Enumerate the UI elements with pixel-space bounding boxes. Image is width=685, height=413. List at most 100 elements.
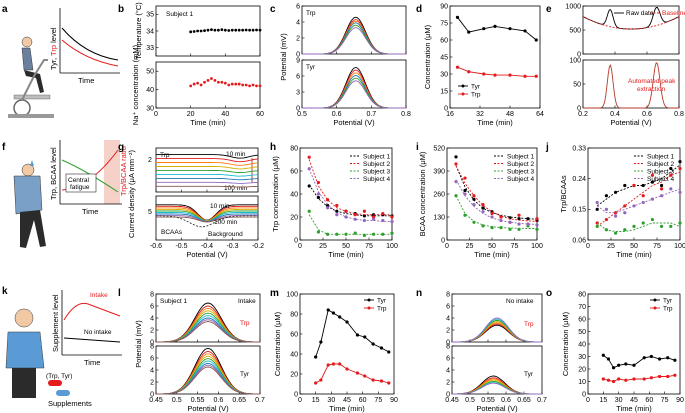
legend-label-subject-1: Subject 1 bbox=[363, 153, 390, 160]
point-subject-2 bbox=[632, 183, 636, 188]
sodium-point bbox=[241, 83, 245, 87]
pill-red-icon bbox=[48, 380, 62, 386]
trp-voltammogram-curve bbox=[302, 24, 406, 55]
illustration-f-ylabel-level: Trp, BCAA level bbox=[49, 147, 58, 200]
trp-point bbox=[534, 74, 538, 78]
point-subject-4 bbox=[344, 215, 348, 219]
b-x-tick-label: 0 bbox=[154, 111, 158, 118]
point-subject-2 bbox=[362, 209, 366, 213]
c-y-tick-label: 9 bbox=[296, 57, 300, 64]
m-y-axis-label: Concentration (μM) bbox=[273, 311, 282, 376]
point-subject-3 bbox=[517, 227, 521, 231]
point-subject-4 bbox=[454, 180, 458, 184]
i-x-tick-label: 0 bbox=[445, 243, 449, 250]
bike-wheel-icon bbox=[13, 99, 31, 117]
tyr-voltammogram-curve bbox=[452, 382, 542, 395]
temperature-point bbox=[234, 28, 238, 32]
panel-letter-o: o bbox=[546, 288, 552, 299]
trp-label: Trp bbox=[524, 321, 534, 328]
supplements-caption: Supplements bbox=[48, 399, 92, 408]
point-subject-4 bbox=[390, 220, 394, 224]
point-subject-2 bbox=[344, 209, 348, 213]
o-x-tick-label: 75 bbox=[661, 397, 669, 404]
i-x-tick-label: 100 bbox=[531, 243, 543, 250]
d-x-tick-label: 16 bbox=[446, 111, 454, 118]
g-x-tick-label: -0.4 bbox=[201, 243, 213, 250]
trp-point bbox=[523, 74, 527, 78]
fit-line-subject-1 bbox=[308, 184, 392, 217]
o-y-tick-label: 50 bbox=[578, 329, 586, 336]
panel-i: 0 25 50 75 100 0 130 260 390 520 Time (min) BCAA co… bbox=[416, 142, 543, 259]
n-y-tick-label: 0 bbox=[446, 339, 450, 346]
fit-line-subject-3 bbox=[308, 214, 392, 235]
point-subject-2 bbox=[353, 213, 357, 217]
tyr-voltammogram-curve bbox=[302, 75, 406, 109]
o-x-tick-label: 15 bbox=[599, 397, 607, 404]
trp-current-curve bbox=[156, 181, 258, 184]
l-y-tick-label: 6 bbox=[150, 303, 154, 310]
legend-label-subject-4: Subject 4 bbox=[507, 176, 534, 183]
temperature-point bbox=[255, 28, 258, 32]
panel-letter-h: h bbox=[270, 142, 276, 153]
point-subject-1 bbox=[454, 155, 458, 159]
e-y-tick-label: 1000 bbox=[565, 3, 581, 10]
l-x-tick-label: 0.55 bbox=[191, 397, 205, 404]
l-x-tick-label: 0.65 bbox=[232, 397, 246, 404]
bike-frame-icon bbox=[21, 59, 48, 101]
d-x-tick-label: 32 bbox=[476, 111, 484, 118]
point-subject-1 bbox=[517, 217, 521, 221]
o-y-tick-label: 0 bbox=[582, 391, 586, 398]
tyr-voltammogram-curve bbox=[302, 80, 406, 109]
tyr-point bbox=[482, 27, 486, 31]
point-subject-1 bbox=[472, 197, 476, 201]
h-x-tick-label: 75 bbox=[365, 243, 373, 250]
l-x-tick-label: 0.5 bbox=[172, 397, 182, 404]
point-subject-1 bbox=[335, 209, 339, 213]
trp-point bbox=[387, 381, 391, 385]
i-y-axis-label: BCAA concentration (μM) bbox=[418, 151, 427, 236]
person-pants-icon bbox=[12, 368, 36, 398]
tyr-point bbox=[606, 357, 611, 361]
trp-voltammogram-curve bbox=[156, 321, 260, 343]
tyr-point bbox=[467, 30, 471, 34]
tyr-point bbox=[617, 363, 621, 367]
h-y-tick-label: 40 bbox=[290, 191, 298, 198]
trp-frame bbox=[301, 5, 407, 55]
c-x-tick-label: 0.5 bbox=[297, 111, 307, 118]
trp-label: Trp bbox=[306, 10, 316, 17]
n-y-tick-label: 6 bbox=[446, 355, 450, 362]
point-subject-4 bbox=[595, 200, 599, 205]
point-subject-4 bbox=[362, 218, 366, 223]
trp-label: Trp bbox=[240, 320, 250, 327]
fit-line-subject-4 bbox=[455, 179, 538, 225]
h-y-axis-label: Trp concentration (μM) bbox=[271, 156, 280, 232]
point-subject-2 bbox=[650, 173, 655, 177]
temperature-point bbox=[258, 28, 262, 32]
extraction-annotation-1: Automated peak bbox=[628, 78, 676, 85]
tyr-point bbox=[331, 311, 336, 315]
condition-label: No intake bbox=[506, 298, 534, 305]
panel-letter-n: n bbox=[416, 288, 422, 299]
person-supplement-illustration bbox=[5, 308, 70, 398]
legend-label-trp: Trp bbox=[377, 305, 387, 312]
trp-point bbox=[649, 376, 653, 380]
legend-label-baseline: Baseline bbox=[662, 10, 685, 17]
j-x-tick-label: 100 bbox=[674, 243, 685, 250]
j-y-tick-label: 0.33 bbox=[572, 145, 586, 152]
panel-letter-a: a bbox=[2, 4, 8, 15]
sodium-point bbox=[217, 80, 220, 84]
o-y-tick-label: 70 bbox=[578, 304, 586, 311]
trp-point bbox=[482, 72, 486, 76]
point-subject-4 bbox=[623, 211, 627, 215]
trp-point bbox=[673, 373, 677, 377]
i-x-tick-label: 50 bbox=[488, 243, 496, 250]
d-y-tick-label: 45 bbox=[440, 54, 448, 61]
tyr-label: Tyr bbox=[524, 371, 534, 378]
temperature-point bbox=[244, 28, 248, 32]
temperature-point bbox=[192, 30, 196, 33]
d-x-tick-label: 64 bbox=[536, 111, 544, 118]
sodium-point bbox=[255, 84, 258, 88]
point-subject-2 bbox=[316, 180, 320, 185]
trp-current-curve bbox=[156, 162, 259, 166]
